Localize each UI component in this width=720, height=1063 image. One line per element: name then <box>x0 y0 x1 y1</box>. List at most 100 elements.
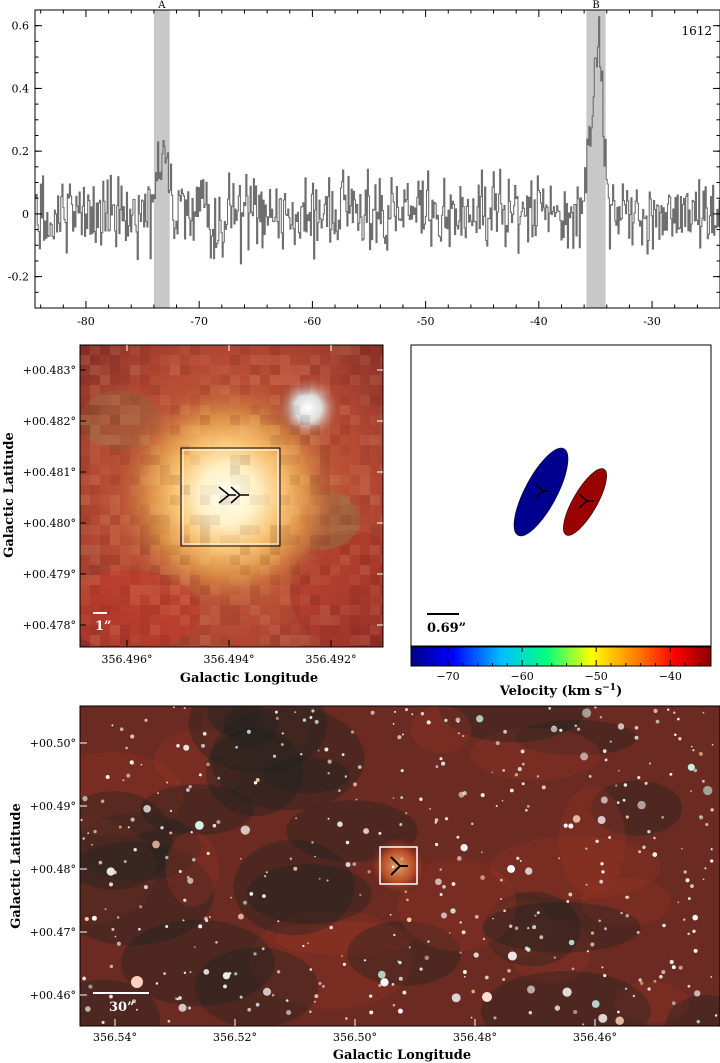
dust-cloud <box>262 757 350 794</box>
star <box>105 775 110 779</box>
zoom-pixel <box>340 445 350 455</box>
zoom-pixel <box>130 595 140 605</box>
star <box>491 771 494 774</box>
zoom-pixel <box>280 495 290 505</box>
star <box>317 749 320 752</box>
zoom-pixel <box>90 645 100 647</box>
dust-cloud <box>205 727 304 817</box>
zoom-pixel <box>270 395 280 405</box>
star <box>705 822 709 827</box>
zoom-pixel <box>110 375 120 385</box>
star <box>462 791 467 796</box>
star <box>637 776 641 780</box>
star <box>262 894 266 898</box>
zoom-pixel <box>90 475 100 485</box>
zoom-pixel <box>280 415 290 425</box>
star <box>514 926 519 931</box>
zoom-pixel <box>140 515 150 525</box>
zoom-pixel <box>130 345 140 355</box>
zoom-pixel <box>200 525 210 535</box>
zoom-pixel <box>130 475 140 485</box>
zoom-pixel <box>280 405 290 415</box>
zoom-pixel <box>270 495 280 505</box>
zoom-pixel <box>280 585 290 595</box>
star <box>399 823 403 826</box>
star <box>462 970 467 974</box>
zoom-pixel <box>350 625 360 635</box>
zoom-pixel <box>290 405 300 415</box>
zoom-pixel <box>80 425 90 435</box>
star <box>253 781 258 785</box>
star <box>127 826 130 829</box>
zoom-pixel <box>180 365 190 375</box>
star <box>119 727 124 732</box>
zoom-pixel <box>150 625 160 635</box>
zoom-pixel <box>330 525 340 535</box>
star <box>617 723 625 730</box>
dust-cloud <box>80 752 184 837</box>
star <box>274 710 278 714</box>
star <box>507 968 511 973</box>
zoom-pixel <box>90 555 100 565</box>
zoom-pixel <box>110 445 120 455</box>
star <box>519 859 522 862</box>
zoom-pixel <box>270 365 280 375</box>
zoom-pixel <box>270 455 280 465</box>
x-tick-label: 356.496° <box>102 653 153 666</box>
star <box>500 878 503 882</box>
x-tick-label: -50 <box>417 315 435 328</box>
zoom-pixel <box>80 395 90 405</box>
zoom-pixel <box>150 535 160 545</box>
spectrum-y-axis: -0.2 0 0.2 0.4 0.6 <box>8 9 720 309</box>
zoom-pixel <box>110 635 120 645</box>
zoom-pixel <box>210 475 220 485</box>
star <box>406 898 409 902</box>
star <box>300 753 303 756</box>
star <box>514 773 519 777</box>
zoom-pixel <box>340 605 350 615</box>
star <box>588 774 592 778</box>
star <box>459 921 462 924</box>
zoom-pixel <box>180 535 190 545</box>
star <box>285 999 289 1002</box>
zoom-pixel <box>130 575 140 585</box>
star <box>595 839 599 843</box>
star <box>576 727 581 731</box>
zoom-pixel <box>140 535 150 545</box>
zoom-pixel <box>210 365 220 375</box>
zoom-pixel <box>150 545 160 555</box>
x-tick-label: 356.492° <box>306 653 357 666</box>
zoom-pixel <box>270 485 280 495</box>
y-tick-label: 0.6 <box>12 20 30 33</box>
zoom-pixel <box>340 375 350 385</box>
zoom-pixel <box>170 365 180 375</box>
star <box>122 779 125 782</box>
star <box>394 710 397 713</box>
star <box>525 867 533 875</box>
zoom-pixel <box>100 535 110 545</box>
star <box>690 790 693 793</box>
zoom-pixel <box>380 355 383 365</box>
zoom-image-panel: 1” 356.496° 356.494° 356.492° +00.483°+00.… <box>2 344 384 686</box>
star <box>638 850 642 854</box>
zoom-pixel <box>360 645 370 647</box>
zoom-pixel <box>320 385 330 395</box>
star <box>261 947 265 951</box>
star <box>165 855 169 860</box>
star <box>536 775 540 778</box>
star <box>391 865 395 869</box>
dust-cloud <box>140 784 255 835</box>
zoom-pixel <box>230 595 240 605</box>
zoom-pixel <box>150 525 160 535</box>
zoom-pixel <box>300 475 310 485</box>
star <box>277 920 280 923</box>
field-dust-clouds <box>80 706 720 1026</box>
zoom-pixel <box>310 485 320 495</box>
zoom-pixel <box>160 605 170 615</box>
zoom-pixel <box>360 395 370 405</box>
zoom-pixel <box>290 365 300 375</box>
star <box>671 965 676 970</box>
star <box>440 912 448 919</box>
zoom-pixel <box>370 545 380 555</box>
zoom-pixel <box>170 425 180 435</box>
